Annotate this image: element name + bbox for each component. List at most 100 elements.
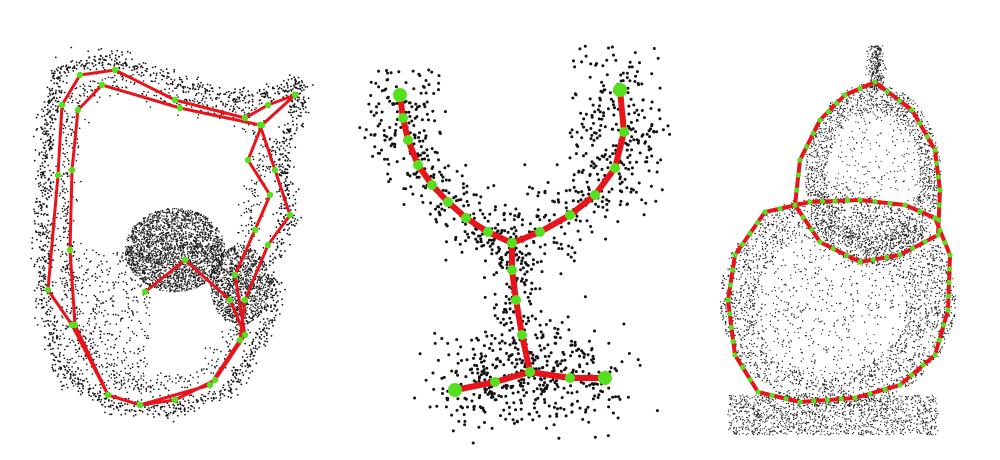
left-cloud-dot: [258, 228, 261, 230]
left-cloud-dot: [62, 80, 64, 83]
left-cloud-dot: [185, 91, 187, 93]
left-cloud-dot: [123, 359, 126, 362]
left-surface-dot: [199, 214, 202, 216]
left-cloud-dot: [132, 312, 134, 315]
left-surface-dot: [186, 218, 188, 220]
left-surface-dot: [168, 280, 171, 282]
left-surface-dot: [143, 251, 145, 253]
left-cloud-dot: [277, 159, 280, 161]
left-surface-dot: [160, 282, 162, 284]
left-surface-dot: [157, 271, 159, 273]
left-cloud-dot: [33, 159, 36, 162]
left-cloud-dot: [116, 351, 119, 354]
left-cloud-dot: [106, 260, 108, 263]
left-cloud-dot: [251, 93, 254, 96]
left-cloud-dot: [132, 314, 135, 316]
left-surface-dot: [139, 265, 141, 268]
left-cloud-dot: [238, 96, 241, 99]
left-cloud-dot: [116, 49, 119, 52]
left-cloud-dot: [288, 205, 291, 208]
left-cloud-dot: [133, 68, 136, 71]
left-cloud-dot: [54, 118, 57, 121]
left-cloud-dot: [99, 391, 102, 394]
left-cloud-dot: [111, 334, 114, 336]
left-cloud-dot: [161, 78, 163, 81]
left-cloud-dot: [283, 217, 285, 220]
left-cloud-dot: [144, 304, 147, 307]
left-cloud-dot: [272, 241, 275, 244]
left-cloud-dot: [188, 380, 190, 382]
left-surface-dot: [191, 213, 193, 216]
left-surface-dot: [204, 262, 206, 264]
left-cloud-dot: [156, 378, 159, 381]
left-cloud-dot: [266, 340, 269, 343]
left-cloud-dot: [155, 72, 158, 75]
left-surface-dot: [169, 277, 171, 279]
left-cloud-dot: [250, 220, 253, 223]
left-surface-dot: [161, 246, 164, 248]
left-cloud-dot: [142, 349, 145, 351]
left-cloud-dot: [288, 222, 291, 225]
left-cloud-dot: [119, 330, 122, 333]
left-cloud-dot: [168, 406, 171, 409]
left-cloud-dot: [97, 82, 99, 84]
left-cloud-dot: [54, 249, 56, 252]
left-surface-dot: [136, 266, 139, 268]
left-cloud-dot: [307, 97, 310, 100]
left-cloud-dot: [45, 119, 47, 122]
left-surface-dot: [159, 285, 162, 288]
left-cloud-dot: [42, 202, 44, 205]
left-cloud-dot: [50, 194, 53, 197]
left-cloud-dot: [274, 180, 276, 183]
left-cloud-dot: [142, 80, 145, 82]
left-surface-dot: [178, 258, 181, 261]
left-cloud-dot: [192, 85, 194, 87]
left-cloud-dot: [223, 93, 225, 96]
left-cloud-dot: [46, 153, 48, 156]
left-surface-dot: [146, 251, 148, 253]
left-cloud-dot: [221, 393, 224, 395]
left-cloud-dot: [113, 370, 115, 373]
left-cloud-dot: [241, 362, 244, 365]
left-cloud-dot: [240, 224, 243, 227]
left-cloud-dot: [127, 373, 129, 375]
left-cloud-dot: [293, 220, 296, 222]
left-cloud-dot: [244, 342, 247, 345]
left-cloud-dot: [273, 283, 275, 286]
left-cloud-dot: [88, 261, 91, 263]
left-cloud-dot: [123, 382, 126, 384]
left-cloud-dot: [265, 264, 268, 267]
left-cloud-dot: [197, 76, 200, 79]
left-cloud-dot: [287, 223, 290, 226]
left-cloud-dot: [210, 87, 213, 90]
left-surface-dot: [142, 260, 145, 262]
left-surface-dot: [212, 230, 214, 232]
left-surface-dot: [214, 246, 216, 249]
left-cloud-dot: [251, 370, 254, 372]
left-cloud-dot: [66, 386, 69, 389]
left-cloud-dot: [247, 377, 250, 380]
left-surface-dot: [193, 272, 195, 274]
left-surface-dot: [207, 247, 209, 249]
left-surface-dot: [183, 265, 185, 268]
left-cloud-dot: [271, 99, 273, 102]
left-cloud-dot: [90, 89, 92, 91]
left-surface-dot: [185, 244, 187, 247]
left-cloud-dot: [120, 317, 123, 320]
left-surface-dot: [172, 274, 175, 276]
left-cloud-dot: [290, 85, 292, 88]
left-cloud-dot: [147, 91, 149, 93]
left-cloud-dot: [296, 82, 299, 85]
left-cloud-dot: [104, 411, 106, 414]
left-cloud-dot: [174, 410, 177, 413]
left-cloud-dot: [63, 124, 66, 127]
left-cloud-dot: [51, 75, 54, 78]
left-cloud-dot: [135, 296, 138, 299]
left-cloud-dot: [40, 209, 43, 212]
left-cloud-dot: [284, 250, 286, 253]
left-surface-dot: [168, 246, 170, 248]
left-cloud-dot: [236, 328, 239, 331]
left-cloud-dot: [78, 266, 81, 269]
left-cloud-dot: [49, 111, 51, 113]
left-cloud-dot: [58, 366, 61, 368]
